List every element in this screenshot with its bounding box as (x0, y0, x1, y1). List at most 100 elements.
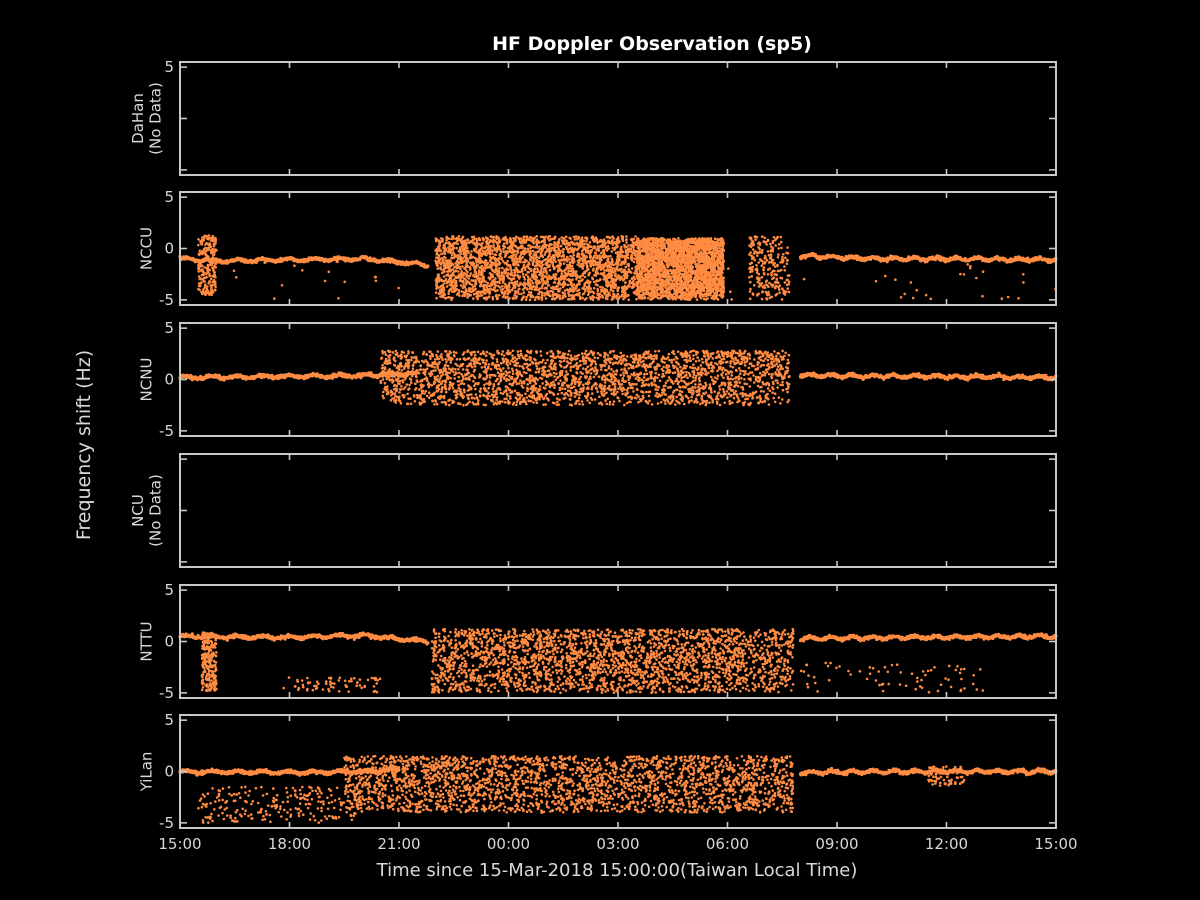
data-point (588, 260, 592, 263)
data-point (474, 279, 477, 282)
data-point (541, 247, 545, 250)
data-point (624, 265, 628, 269)
data-point (548, 290, 552, 293)
x-axis-label: Time since 15-Mar-2018 15:00:00(Taiwan L… (376, 860, 858, 881)
data-point (568, 242, 571, 245)
data-point (589, 255, 593, 259)
data-point (564, 235, 568, 238)
data-point (544, 262, 547, 266)
data-point (605, 295, 608, 298)
data-point (632, 279, 635, 283)
data-point (488, 265, 491, 269)
data-point (596, 255, 600, 258)
data-point (630, 254, 633, 258)
data-point (610, 263, 613, 266)
data-point (497, 293, 501, 297)
data-point (474, 282, 477, 286)
data-point (438, 247, 441, 251)
data-point (548, 274, 551, 278)
data-point (514, 296, 518, 300)
data-point (579, 239, 582, 243)
data-point (335, 259, 339, 264)
data-point (506, 264, 509, 267)
data-point (551, 285, 555, 289)
data-point (557, 289, 560, 293)
data-point (442, 286, 446, 290)
data-point (528, 238, 531, 242)
data-point (441, 290, 444, 293)
data-point (611, 260, 614, 264)
data-point (517, 247, 521, 250)
data-point (620, 262, 623, 266)
data-point (566, 283, 570, 287)
data-point (518, 238, 521, 241)
data-point (585, 236, 589, 240)
data-point (567, 294, 571, 297)
data-point (602, 271, 606, 275)
data-point (459, 267, 462, 271)
data-point (486, 281, 490, 285)
data-point (628, 285, 632, 288)
data-point (546, 281, 549, 284)
data-point (572, 242, 576, 245)
data-point (503, 270, 506, 274)
data-point (509, 238, 512, 242)
data-point (595, 296, 598, 300)
data-point (572, 269, 575, 273)
data-point (611, 289, 615, 293)
data-point (527, 293, 530, 297)
data-point (593, 238, 597, 241)
data-point (625, 235, 628, 238)
data-point (613, 278, 617, 282)
data-point (477, 269, 481, 272)
data-point (475, 292, 478, 296)
data-point (496, 235, 500, 239)
data-point (624, 270, 627, 273)
data-point (543, 238, 546, 242)
data-point (586, 279, 589, 282)
data-point (571, 248, 574, 251)
data-point (442, 258, 445, 262)
data-point (602, 240, 606, 243)
data-point (608, 236, 612, 240)
data-point (485, 236, 489, 240)
data-point (436, 286, 439, 289)
data-point (448, 269, 451, 273)
data-point (541, 277, 545, 280)
data-point (504, 236, 507, 239)
data-point (544, 274, 547, 278)
data-point (494, 289, 497, 293)
data-point (468, 265, 472, 269)
data-point (445, 285, 449, 288)
data-point (473, 249, 477, 253)
data-point (632, 260, 636, 264)
data-point (616, 244, 619, 248)
data-point (610, 257, 614, 261)
data-point (553, 243, 556, 246)
data-point (517, 292, 520, 296)
data-point (713, 237, 717, 240)
data-point (498, 274, 501, 277)
data-point (573, 248, 577, 251)
data-point (511, 247, 514, 251)
data-point (480, 270, 483, 274)
data-point (583, 275, 587, 279)
data-point (481, 246, 484, 250)
data-point (556, 254, 560, 258)
data-point (495, 297, 499, 301)
data-point (559, 244, 563, 248)
data-point (465, 261, 469, 265)
data-point (602, 254, 605, 257)
data-point (535, 235, 539, 238)
data-point (547, 249, 551, 252)
data-point (519, 260, 522, 264)
data-point (614, 251, 618, 255)
data-point (472, 292, 476, 296)
data-point (443, 264, 447, 267)
data-point (558, 278, 562, 281)
data-point (599, 238, 602, 242)
data-point (572, 297, 576, 301)
data-point (618, 255, 622, 259)
data-point (695, 298, 699, 301)
